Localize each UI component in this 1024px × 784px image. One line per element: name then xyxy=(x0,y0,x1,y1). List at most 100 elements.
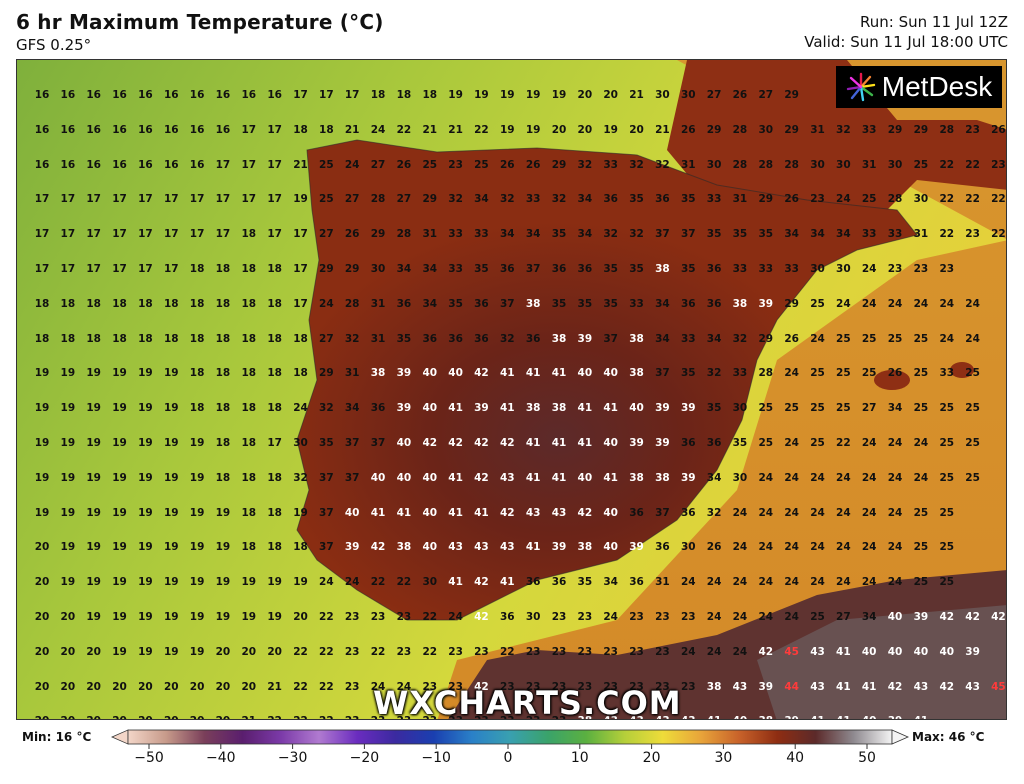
temperature-value: 19 xyxy=(60,471,76,484)
temperature-value: 40 xyxy=(577,471,593,484)
temperature-value: 19 xyxy=(138,506,153,519)
temperature-value: 29 xyxy=(422,193,438,206)
temperature-value: 24 xyxy=(732,611,748,623)
temperature-value: 24 xyxy=(836,576,851,589)
temperature-value: 39 xyxy=(396,367,412,380)
temperature-value: 35 xyxy=(577,297,593,310)
temperature-value: 34 xyxy=(577,228,593,241)
temperature-value: 33 xyxy=(784,263,799,275)
temperature-value: 25 xyxy=(913,541,929,554)
temperature-value: 24 xyxy=(370,680,386,693)
run-time-label: Run: Sun 11 Jul 12Z xyxy=(860,13,1008,31)
temperature-value: 19 xyxy=(86,367,101,380)
temperature-value: 30 xyxy=(913,193,929,206)
temperature-value: 17 xyxy=(267,158,282,171)
temperature-value: 26 xyxy=(887,367,903,380)
temperature-value: 42 xyxy=(422,437,438,449)
temperature-value: 38 xyxy=(629,332,644,345)
temperature-value: 23 xyxy=(545,714,573,719)
temperature-value: 31 xyxy=(861,158,877,171)
temperature-value: 28 xyxy=(732,158,748,171)
temperature-value: 18 xyxy=(189,263,205,275)
temperature-value: 16 xyxy=(189,123,205,136)
temperature-value: 43 xyxy=(674,714,702,719)
temperature-value: 45 xyxy=(784,645,799,658)
temperature-value: 19 xyxy=(112,471,127,484)
temperature-value: 25 xyxy=(965,471,980,484)
temperature-value: 22 xyxy=(396,576,412,589)
temperature-value: 24 xyxy=(370,123,386,136)
temperature-value: 19 xyxy=(163,402,179,415)
temperature-value: 19 xyxy=(86,437,101,449)
temperature-value: 41 xyxy=(396,506,412,519)
temperature-value: 43 xyxy=(474,541,489,554)
temperature-value: 36 xyxy=(370,402,386,415)
temperature-value: 33 xyxy=(861,123,877,136)
temperature-value: 36 xyxy=(680,297,696,310)
temperature-map[interactable]: 16 16 16 16 16 16 16 16 16 16 17 17 17 18 18 18 19 19 19 19… xyxy=(16,59,1007,720)
temperature-value: 23 xyxy=(655,645,670,658)
temperature-value: 20 xyxy=(163,680,179,693)
temperature-value: 19 xyxy=(163,437,179,449)
temperature-value: 16 xyxy=(215,89,231,101)
temperature-value: 25 xyxy=(913,367,929,380)
temperature-value: 40 xyxy=(603,367,618,380)
temperature-value: 23 xyxy=(448,645,463,658)
temperature-value: 16 xyxy=(138,158,153,171)
temperature-value: 16 xyxy=(215,123,231,136)
temperature-value: 28 xyxy=(784,158,799,171)
temperature-value: 29 xyxy=(913,123,929,136)
temperature-value: 24 xyxy=(836,193,851,206)
temperature-value: 35 xyxy=(629,263,644,275)
temperature-value: 20 xyxy=(629,123,644,136)
temperature-value: 30 xyxy=(887,158,903,171)
temperature-value: 20 xyxy=(138,680,153,693)
temperature-value: 32 xyxy=(836,123,851,136)
temperature-value: 40 xyxy=(396,437,412,449)
temperature-value: 24 xyxy=(965,297,980,310)
temperature-value: 41 xyxy=(525,367,541,380)
temperature-value: 16 xyxy=(86,123,101,136)
temperature-value: 22 xyxy=(939,193,955,206)
temperature-value: 18 xyxy=(215,471,231,484)
temperature-value: 24 xyxy=(706,611,722,623)
temperature-value: 28 xyxy=(370,193,386,206)
temperature-value: 37 xyxy=(499,297,515,310)
temperature-value: 30 xyxy=(370,263,386,275)
temperature-value: 41 xyxy=(577,402,593,415)
temperature-value: 24 xyxy=(861,506,877,519)
temperature-value: 40 xyxy=(448,367,463,380)
temperature-value: 42 xyxy=(448,437,463,449)
temperature-value: 16 xyxy=(189,89,205,101)
temperature-value: 23 xyxy=(965,228,980,241)
temperature-value: 23 xyxy=(493,714,521,719)
temperature-value: 23 xyxy=(370,611,386,623)
temperature-value: 19 xyxy=(112,402,127,415)
temperature-value: 23 xyxy=(525,645,541,658)
temperature-value: 36 xyxy=(629,506,644,519)
temperature-value: 36 xyxy=(680,437,696,449)
temperature-value: 17 xyxy=(267,193,282,206)
temperature-value: 43 xyxy=(965,680,980,693)
temperature-value: 21 xyxy=(655,123,670,136)
temperature-value: 20 xyxy=(34,611,50,623)
temperature-value: 27 xyxy=(319,228,334,241)
temperature-value: 18 xyxy=(267,297,282,310)
temperature-value: 33 xyxy=(706,193,722,206)
temperature-value: 38 xyxy=(655,263,670,275)
temperature-value: 40 xyxy=(422,367,438,380)
temperature-value: 17 xyxy=(293,297,308,310)
temperature-value: 22 xyxy=(991,193,1006,206)
temperature-value: 22 xyxy=(293,680,308,693)
temperature-value: 29 xyxy=(758,193,774,206)
temperature-value: 32 xyxy=(706,506,722,519)
temperature-value: 39 xyxy=(655,437,670,449)
temperature-value: 19 xyxy=(112,611,127,623)
temperature-value: 42 xyxy=(758,645,774,658)
temperature-value: 19 xyxy=(60,506,76,519)
temperature-value: 20 xyxy=(189,680,205,693)
temperature-value: 28 xyxy=(396,228,412,241)
temperature-value: 20 xyxy=(34,541,50,554)
temperature-value: 36 xyxy=(474,332,489,345)
temperature-value: 20 xyxy=(293,611,308,623)
